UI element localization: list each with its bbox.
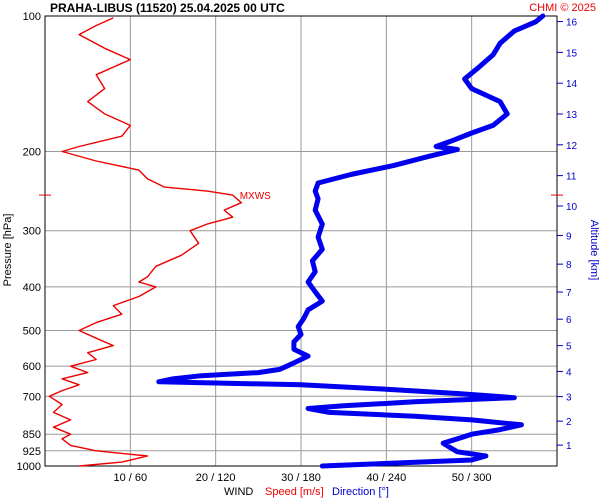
x-tick-label: 40 / 240 (366, 472, 406, 484)
x-tick-label: 20 / 120 (196, 472, 236, 484)
x-tick-label: 30 / 180 (281, 472, 321, 484)
x-axis-label-direction: Direction [°] (332, 486, 389, 498)
y-axis-label-left: Pressure [hPa] (2, 214, 14, 287)
pressure-tick-label: 200 (23, 146, 41, 158)
altitude-tick-label: 5 (566, 342, 572, 353)
pressure-tick-label: 500 (23, 326, 41, 338)
pressure-tick-label: 300 (23, 226, 41, 238)
altitude-tick-label: 10 (566, 202, 578, 213)
pressure-tick-label: 1000 (17, 461, 41, 473)
x-tick-label: 50 / 300 (452, 472, 492, 484)
altitude-tick-label: 16 (566, 18, 578, 29)
altitude-tick-label: 1 (566, 441, 572, 452)
pressure-tick-label: 925 (23, 446, 41, 458)
altitude-tick-label: 8 (566, 260, 572, 271)
altitude-tick-label: 14 (566, 79, 578, 90)
altitude-tick-label: 13 (566, 110, 578, 121)
speed-series-line (48, 17, 242, 467)
altitude-tick-label: 11 (566, 172, 577, 183)
pressure-tick-label: 700 (23, 391, 41, 403)
altitude-tick-label: 9 (566, 231, 572, 242)
annotation-layer: MXWS (39, 191, 563, 202)
series-layer (48, 13, 546, 469)
altitude-tick-label: 6 (566, 315, 572, 326)
pressure-tick-label: 600 (23, 361, 41, 373)
altitude-tick-label: 7 (566, 288, 572, 299)
direction-series-line (156, 13, 546, 469)
pressure-tick-label: 400 (23, 282, 41, 294)
altitude-tick-label: 2 (566, 417, 572, 428)
altitude-tick-label: 12 (566, 141, 578, 152)
x-axis-label-speed: Speed [m/s] (265, 486, 324, 498)
altitude-tick-label: 4 (566, 367, 572, 378)
altitude-tick-label: 15 (566, 48, 578, 59)
altitude-tick-label: 3 (566, 393, 572, 404)
y-axis-label-right: Altitude [km] (588, 220, 600, 281)
copyright-label: CHMI © 2025 (529, 2, 596, 14)
maxws-label: MXWS (240, 191, 271, 202)
x-axis-label-prefix: WIND (224, 486, 253, 498)
pressure-tick-label: 850 (23, 429, 41, 441)
chart-title: PRAHA-LIBUS (11520) 25.04.2025 00 UTC (50, 1, 285, 15)
pressure-tick-label: 100 (23, 11, 41, 23)
x-tick-label: 10 / 60 (114, 472, 148, 484)
plot-frame (44, 15, 558, 467)
